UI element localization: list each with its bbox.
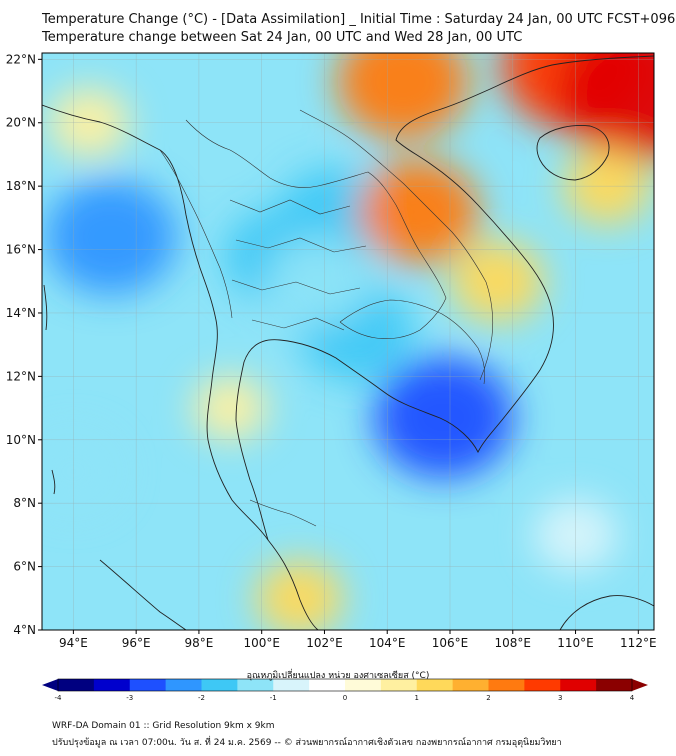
lat-tick-label: 18°N <box>6 179 36 193</box>
anomaly-region <box>193 375 268 441</box>
lat-tick-label: 6°N <box>13 560 36 574</box>
anomaly-region <box>358 159 479 264</box>
colorbar-tick-label: -3 <box>126 694 133 700</box>
colorbar-swatch <box>165 679 202 691</box>
colorbar-swatch <box>345 679 382 691</box>
colorbar-swatch <box>380 679 418 691</box>
colorbar-swatch <box>524 679 561 691</box>
anomaly-region <box>42 430 121 513</box>
border-myanmar <box>159 149 233 319</box>
lat-tick-label: 10°N <box>6 433 36 447</box>
lat-lon-grid <box>42 53 654 630</box>
lon-tick-label: 104°E <box>369 636 406 650</box>
colorbar: -4 -3 -2 -1 0 1 2 3 4 <box>42 678 648 700</box>
colorbar-tick-label: 1 <box>415 694 419 700</box>
colorbar-extend-low <box>42 679 58 691</box>
lon-tick-label: 102°E <box>306 636 343 650</box>
anomaly-region <box>557 53 654 162</box>
coastline-hainan <box>536 125 610 181</box>
colorbar-swatch <box>488 679 525 691</box>
lat-tick-label: 20°N <box>6 116 36 130</box>
colorbar-swatch <box>93 679 131 691</box>
lat-tick-label: 8°N <box>13 496 36 510</box>
lat-tick-label: 4°N <box>13 623 36 637</box>
temperature-change-map: 94°E 96°E 98°E 100°E 102°E 104°E 106°E 108°E 110… <box>6 52 657 700</box>
colorbar-title: อุณหภูมิเปลี่ยนแปลง หน่วย องศาเซลเซียส (… <box>246 671 430 681</box>
anomaly-region <box>44 179 178 295</box>
anomaly-region <box>450 240 544 323</box>
colorbar-swatch <box>416 679 454 691</box>
coastline-mainland <box>42 104 319 630</box>
coastline-gulf-of-thailand <box>235 55 654 541</box>
anomaly-region <box>266 236 370 327</box>
lat-tick-label: 12°N <box>6 369 36 383</box>
lat-tick-label: 16°N <box>6 243 36 257</box>
lat-tick-label: 22°N <box>6 52 36 66</box>
colorbar-swatch <box>309 679 346 691</box>
lon-tick-label: 94°E <box>59 636 88 650</box>
border-thailand <box>185 119 447 340</box>
colorbar-swatch <box>452 679 489 691</box>
colorbar-swatch <box>237 679 274 691</box>
lon-tick-label: 108°E <box>495 636 532 650</box>
chart-title: Temperature Change (°C) - [Data Assimila… <box>42 12 676 27</box>
lon-tick-label: 96°E <box>122 636 151 650</box>
anomaly-region <box>374 357 514 478</box>
latitude-axis: 4°N 6°N 8°N 10°N 12°N 14°N 16°N 18°N 20°N 22°N <box>6 52 42 637</box>
colorbar-swatch <box>560 679 597 691</box>
lon-tick-label: 100°E <box>243 636 280 650</box>
colorbar-tick-label: 4 <box>630 694 635 700</box>
colorbar-tick-label: 0 <box>343 694 347 700</box>
temperature-field <box>42 53 654 630</box>
footer-model-info: WRF-DA Domain 01 :: Grid Resolution 9km … <box>52 721 275 731</box>
border-laos-vietnam <box>299 109 494 381</box>
lon-tick-label: 98°E <box>184 636 213 650</box>
lon-tick-label: 106°E <box>432 636 469 650</box>
lat-tick-label: 14°N <box>6 306 36 320</box>
border-malaysia <box>249 499 317 527</box>
chart-subtitle: Temperature change between Sat 24 Jan, 0… <box>42 30 523 45</box>
coastlines <box>42 55 654 630</box>
colorbar-swatch <box>201 679 238 691</box>
colorbar-tick-label: -2 <box>198 694 205 700</box>
coastline-borneo <box>559 595 654 630</box>
border-cambodia <box>339 299 486 385</box>
colorbar-frame <box>57 678 633 692</box>
anomaly-region <box>336 53 470 140</box>
colorbar-swatch <box>596 679 633 691</box>
coastline-andaman <box>43 284 56 495</box>
colorbar-swatch <box>273 679 310 691</box>
province-lines <box>229 199 367 331</box>
lon-tick-label: 112°E <box>620 636 657 650</box>
lon-tick-label: 110°E <box>557 636 594 650</box>
colorbar-tick-label: 2 <box>486 694 490 700</box>
colorbar-extend-high <box>632 679 648 691</box>
colorbar-swatch <box>129 679 167 691</box>
map-frame <box>41 52 655 631</box>
colorbar-tick-label: -4 <box>55 694 63 700</box>
anomaly-region <box>255 560 344 630</box>
colorbar-tick-label: 3 <box>558 694 562 700</box>
longitude-axis: 94°E 96°E 98°E 100°E 102°E 104°E 106°E 108°E 110… <box>59 630 657 650</box>
colorbar-swatch <box>58 679 95 691</box>
coastline-sumatra <box>99 559 187 630</box>
admin-borders <box>159 109 494 527</box>
footer-credit: ปรับปรุงข้อมูล ณ เวลา 07:00น. วัน ส. ที่… <box>52 738 562 748</box>
colorbar-tick-label: -1 <box>270 694 277 700</box>
